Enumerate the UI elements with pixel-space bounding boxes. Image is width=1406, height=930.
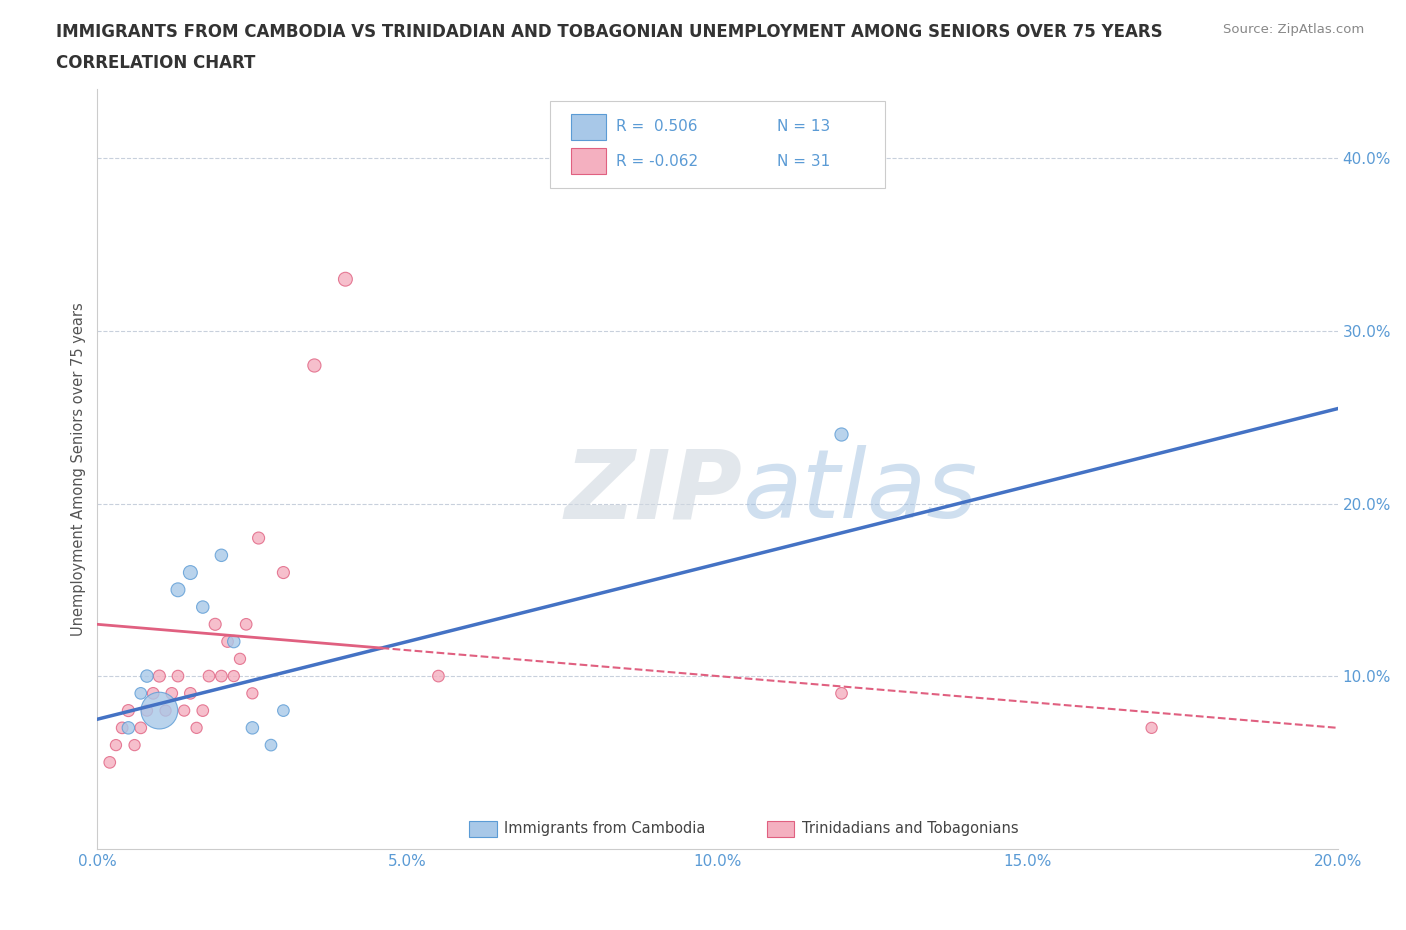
Point: [229, 651, 252, 666]
Point: [427, 669, 450, 684]
Bar: [571, 113, 606, 140]
Point: [117, 703, 139, 718]
Point: [136, 703, 159, 718]
Text: N = 31: N = 31: [778, 154, 831, 169]
Point: [111, 721, 134, 736]
Point: [242, 686, 264, 701]
Point: [142, 686, 165, 701]
Point: [273, 565, 295, 580]
Point: [167, 669, 190, 684]
Bar: [768, 820, 794, 837]
Point: [148, 669, 170, 684]
Bar: [470, 820, 496, 837]
Point: [831, 427, 853, 442]
Bar: [571, 148, 606, 175]
Point: [304, 358, 326, 373]
Point: [104, 737, 127, 752]
Point: [242, 721, 264, 736]
Y-axis label: Unemployment Among Seniors over 75 years: Unemployment Among Seniors over 75 years: [72, 302, 86, 636]
Point: [191, 703, 214, 718]
Point: [222, 634, 245, 649]
Point: [136, 669, 159, 684]
Point: [204, 617, 226, 631]
FancyBboxPatch shape: [550, 100, 884, 188]
Point: [124, 737, 146, 752]
Point: [209, 669, 232, 684]
Text: R =  0.506: R = 0.506: [616, 119, 697, 134]
Point: [98, 755, 121, 770]
Text: R = -0.062: R = -0.062: [616, 154, 697, 169]
Point: [179, 565, 201, 580]
Text: N = 13: N = 13: [778, 119, 831, 134]
Point: [117, 721, 139, 736]
Text: CORRELATION CHART: CORRELATION CHART: [56, 54, 256, 72]
Text: Immigrants from Cambodia: Immigrants from Cambodia: [505, 821, 706, 836]
Text: ZIP: ZIP: [564, 445, 742, 538]
Point: [235, 617, 257, 631]
Point: [217, 634, 239, 649]
Point: [160, 686, 183, 701]
Point: [173, 703, 195, 718]
Point: [198, 669, 221, 684]
Point: [179, 686, 201, 701]
Point: [148, 703, 170, 718]
Point: [191, 600, 214, 615]
Point: [129, 686, 152, 701]
Text: Source: ZipAtlas.com: Source: ZipAtlas.com: [1223, 23, 1364, 36]
Point: [1140, 721, 1163, 736]
Point: [209, 548, 232, 563]
Point: [222, 669, 245, 684]
Point: [129, 721, 152, 736]
Text: IMMIGRANTS FROM CAMBODIA VS TRINIDADIAN AND TOBAGONIAN UNEMPLOYMENT AMONG SENIOR: IMMIGRANTS FROM CAMBODIA VS TRINIDADIAN …: [56, 23, 1163, 41]
Point: [167, 582, 190, 597]
Point: [273, 703, 295, 718]
Text: atlas: atlas: [742, 445, 977, 538]
Point: [335, 272, 357, 286]
Point: [186, 721, 208, 736]
Point: [831, 686, 853, 701]
Point: [260, 737, 283, 752]
Point: [155, 703, 177, 718]
Point: [247, 531, 270, 546]
Text: Trinidadians and Tobagonians: Trinidadians and Tobagonians: [801, 821, 1018, 836]
